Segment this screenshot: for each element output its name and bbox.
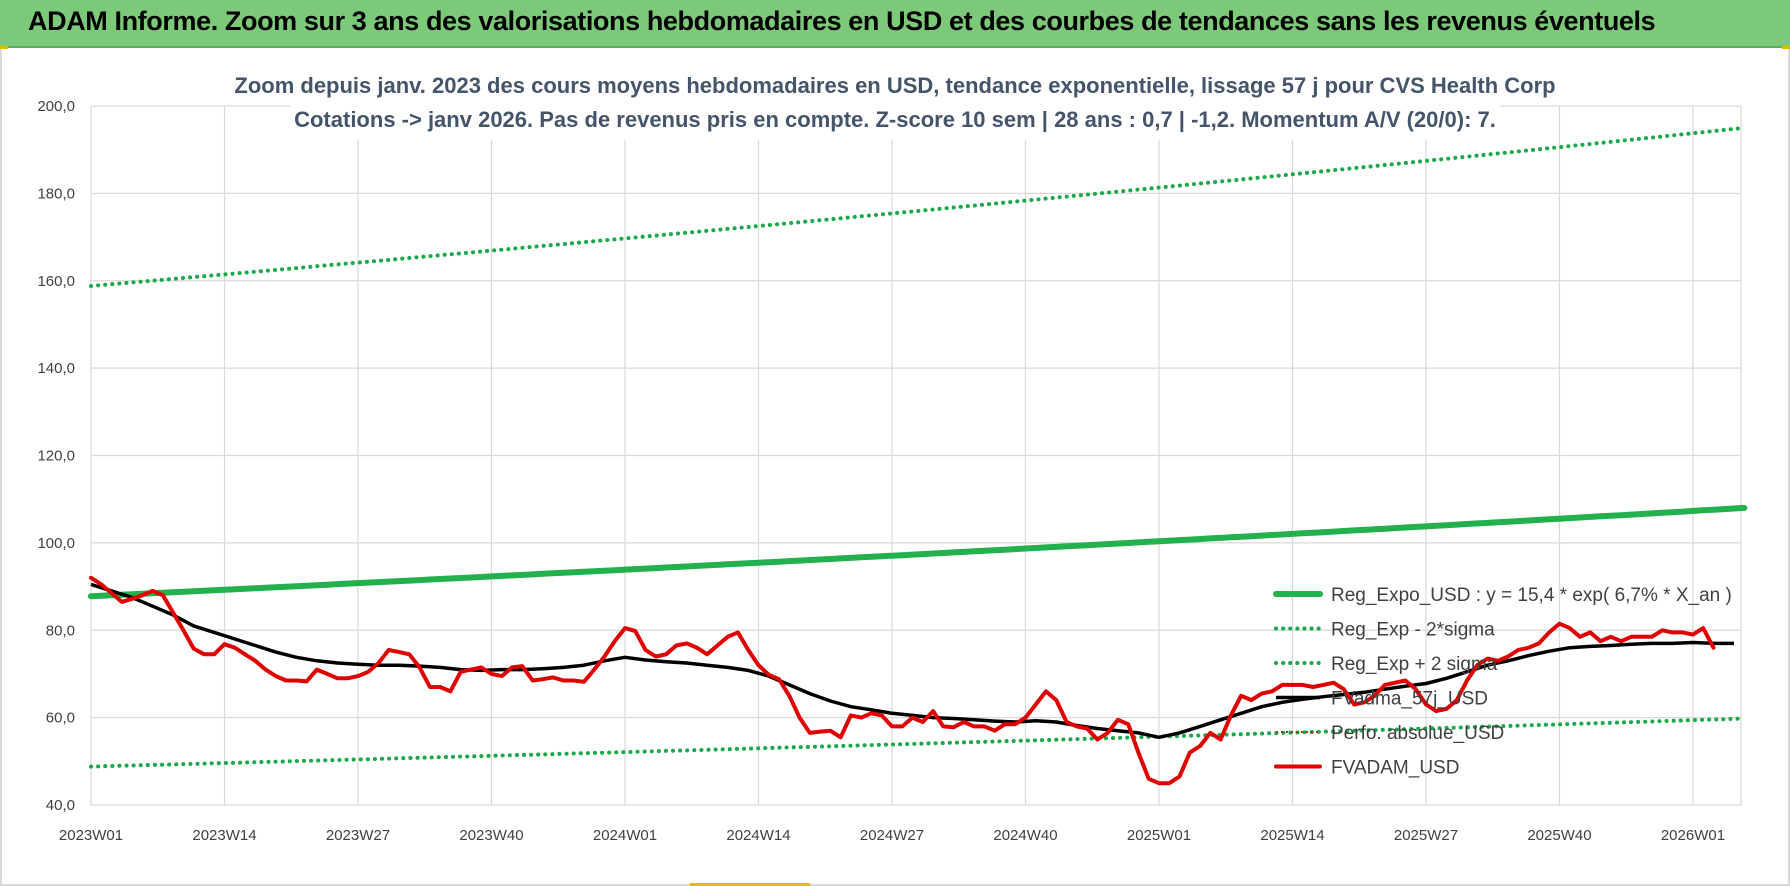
x-tick-label: 2024W27 (860, 827, 924, 844)
y-tick-label: 180,0 (37, 185, 75, 202)
x-tick-label: 2025W14 (1260, 827, 1324, 844)
header-bar: ADAM Informe. Zoom sur 3 ans des valoris… (0, 0, 1790, 48)
x-tick-label: 2026W01 (1661, 827, 1725, 844)
x-tick-label: 2023W40 (459, 827, 523, 844)
y-tick-label: 120,0 (37, 448, 75, 465)
series-line-0 (88, 504, 1748, 600)
legend-label: Reg_Expo_USD : y = 15,4 * exp( 6,7% * X_… (1331, 585, 1732, 606)
x-axis-ticks: 2023W01 2023W14 2023W27 2023W40 2024W01 2024W… (59, 827, 1725, 844)
y-tick-label: 80,0 (46, 622, 75, 639)
chart-title-line2: Cotations -> janv 2026. Pas de revenus p… (294, 107, 1496, 132)
series-line-5 (89, 575, 1716, 786)
y-tick-label: 140,0 (37, 360, 75, 377)
corner-mark-left (0, 46, 8, 49)
y-tick-label: 160,0 (37, 273, 75, 290)
y-tick-label: 100,0 (37, 535, 75, 552)
y-tick-label: 40,0 (46, 797, 75, 814)
grid (90, 105, 1742, 806)
series-group (88, 125, 1748, 786)
x-tick-label: 2024W01 (593, 827, 657, 844)
x-tick-label: 2025W27 (1394, 827, 1458, 844)
legend-label: Reg_Exp + 2 sigma (1331, 654, 1498, 675)
x-tick-label: 2023W27 (326, 827, 390, 844)
legend-label: Perfo. absolue_USD (1331, 723, 1504, 744)
x-tick-label: 2024W40 (993, 827, 1057, 844)
chart-frame (0, 48, 1790, 886)
x-tick-label: 2023W14 (192, 827, 256, 844)
series-line-3 (90, 582, 1734, 740)
legend-label: Reg_Exp - 2*sigma (1331, 620, 1495, 641)
legend-label: FVADAM_USD (1331, 758, 1459, 779)
corner-mark-bottom (690, 883, 810, 886)
y-tick-label: 60,0 (46, 710, 75, 727)
chart-title-line1: Zoom depuis janv. 2023 des cours moyens … (234, 73, 1555, 98)
y-axis-ticks: 40,0 60,0 80,0 100,0 120,0 140,0 160,0 180,0 200… (37, 98, 75, 814)
y-tick-label: 200,0 (37, 98, 75, 115)
report-title: ADAM Informe. Zoom sur 3 ans des valoris… (28, 6, 1656, 36)
subtitle-background (290, 66, 1500, 140)
x-tick-label: 2025W40 (1527, 827, 1591, 844)
x-tick-label: 2025W01 (1127, 827, 1191, 844)
legend: Reg_Expo_USD : y = 15,4 * exp( 6,7% * X_… (1273, 585, 1732, 779)
corner-mark-right (1782, 46, 1790, 49)
legend-label: FVadma_57j_USD (1331, 689, 1488, 710)
x-tick-label: 2024W14 (726, 827, 790, 844)
series-line-2 (89, 125, 1747, 288)
series-line-1 (89, 716, 1747, 769)
x-tick-label: 2023W01 (59, 827, 123, 844)
